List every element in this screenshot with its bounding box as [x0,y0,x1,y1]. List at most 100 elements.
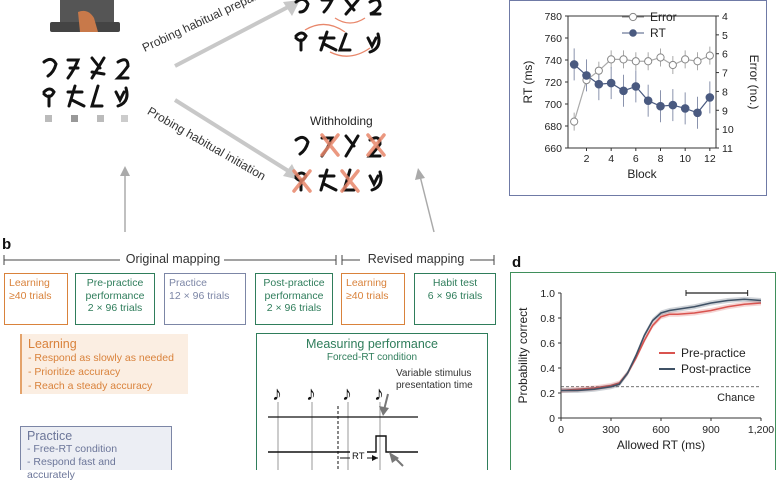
panel-d-frame [510,272,776,470]
y-left-tick-label: 660 [544,143,562,155]
phase-trials: 6 × 96 trials [427,289,483,302]
phase-title: Habit test [432,277,478,289]
x-tick-label: 10 [679,153,691,165]
y-right-axis-label: Error (no.) [747,55,761,110]
error-point [644,57,653,66]
y-right-tick-label: 6 [722,49,728,61]
tone-icon: ♪ [306,383,316,405]
error-series-line [573,55,711,122]
mapping-brackets [3,255,495,265]
error-point [705,51,714,60]
legend-error-label: Error [650,10,677,24]
phase-trials: ≥40 trials [346,289,389,302]
phase-trials: 12 × 96 trials [169,289,230,302]
y-right-tick-label: 10 [722,124,734,136]
measuring-subtitle: Forced-RT condition [326,352,418,363]
rt-point [680,104,690,113]
x-tick-label: 600 [652,424,670,436]
y-right-tick-label: 4 [722,11,728,23]
timing-diagram: ♪ ♪ ♪ ♪ [268,383,418,470]
x-tick-label: 900 [702,424,720,436]
x-tick-label: 4 [608,153,614,165]
symbol-grid [42,56,130,108]
error-point [656,53,665,62]
y-tick-label: 1.0 [540,288,555,300]
y-right-tick-label: 11 [722,143,733,155]
phase-title-2: performance [85,289,145,302]
phase-title: Learning [346,277,387,289]
error-point [619,55,628,64]
phase-box-learning-revised: Learning ≥40 trials [341,273,405,325]
y-tick-label: 0.2 [540,388,555,400]
withhold-cross-marks [292,133,386,193]
y-tick-label: 0.4 [540,363,555,375]
chance-label: Chance [717,392,755,404]
measuring-title: Measuring performance [305,337,438,351]
legend-error-marker [628,12,638,22]
y-tick-label: 0.8 [540,313,555,325]
rt-point [594,79,604,89]
stimulus-annotation: Variable stimulus presentation time [396,368,473,391]
x-tick-label: 6 [633,153,639,165]
y-left-tick-label: 740 [544,55,562,67]
error-point [570,117,579,126]
practice-detail-item: - Free-RT condition [27,443,118,455]
panel-c-chart: 660 680 700 720 740 760 780 4 5 6 7 8 9 10 11 2 4 6 8 10 12 B… [521,10,761,181]
phase-trials: 2 × 96 trials [87,302,143,314]
revised-mapping-label: Revised mapping [367,252,465,266]
phase-box-learning: Learning ≥40 trials [4,273,68,325]
rt-series-line [573,63,711,114]
learning-detail-title: Learning [28,337,77,351]
y-left-tick-label: 760 [544,33,562,45]
y-left-tick-label: 720 [544,77,562,89]
measuring-box [256,333,488,470]
x-tick-label: 12 [704,153,716,165]
error-point [631,57,640,66]
y-right-tick-label: 5 [722,30,728,42]
legend-rt-label: RT [650,26,666,40]
phase-title: Learning [9,277,50,289]
phase-title: Post-practice [263,277,325,289]
series-band-post [561,296,761,393]
phase-title: Pre-practice [86,277,144,289]
phase-trials: ≥40 trials [9,289,52,302]
y-right-tick-label: 9 [722,105,728,117]
error-point [668,60,677,70]
y-left-axis-label: RT (ms) [521,61,535,104]
rt-point [619,86,628,96]
phase-box-practice: Practice 12 × 96 trials [164,273,246,325]
rt-point [569,60,579,69]
y-axis-label: Probability correct [516,307,530,404]
panel-b-letter: b [2,236,12,253]
error-point [681,55,690,64]
rt-point [693,108,702,118]
rt-point [582,71,591,80]
phase-title: Practice [169,277,207,289]
arrow-lower [173,98,292,174]
arrow-upper [174,4,291,68]
y-tick-label: 0 [549,413,555,425]
x-tick-label: 300 [602,424,620,436]
series-band-pre [561,300,761,393]
panel-a-figure [42,0,435,233]
tone-icon: ♪ [342,383,352,405]
rt-point [656,101,665,111]
rt-point [705,93,715,102]
x-tick-label: 0 [558,424,564,436]
error-point [693,57,702,66]
learning-detail-item: - Respond as slowly as needed [28,352,174,364]
error-point [607,55,616,64]
legend-rt-marker [629,29,637,37]
x-axis-label: Allowed RT (ms) [617,438,705,452]
tone-icon: ♪ [272,383,282,405]
learning-detail-box: Learning - Respond as slowly as needed -… [20,334,188,394]
rt-label: RT [350,451,367,462]
panel-d-letter: d [512,254,522,271]
tone-icon: ♪ [374,383,384,405]
phase-box-habit-test: Habit test 6 × 96 trials [414,273,496,325]
phase-trials: 2 × 96 trials [266,302,322,314]
practice-detail-item: - Respond fast and accurately [27,456,116,481]
practice-detail-box: Practice - Free-RT condition - Respond f… [20,426,172,481]
rt-point [643,96,653,105]
x-tick-label: 1,200 [748,424,774,436]
